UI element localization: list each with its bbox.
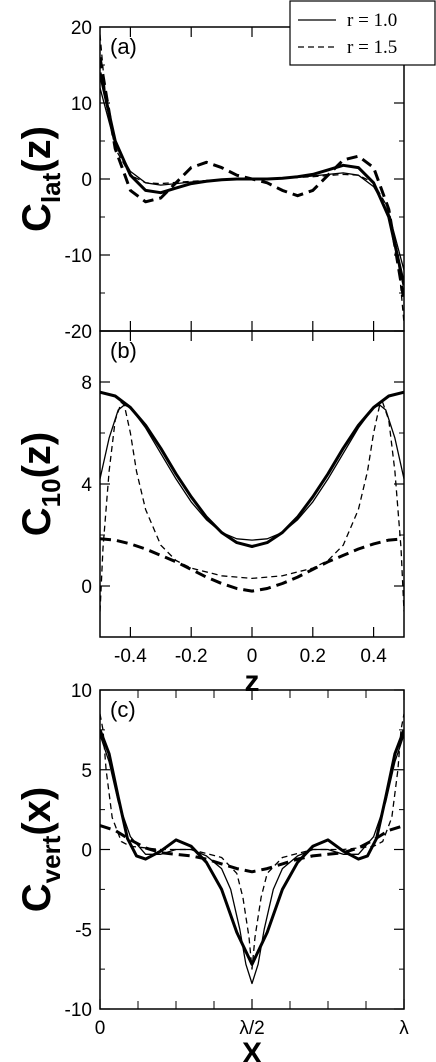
- series-group: [100, 390, 404, 612]
- panel-label: (c): [110, 697, 136, 722]
- y-tick-label: -10: [65, 246, 92, 267]
- y-axis-title: C10(z): [15, 432, 66, 536]
- panel-1: -20 -10 0 10 20 (a) Clat(z): [15, 18, 405, 343]
- panel-3: -10 -5 0 5 10 0 λ/2 λ (c) Cvert(x) X: [15, 681, 409, 1062]
- x-tick-label: -0.2: [175, 646, 208, 667]
- x-tick-label: 0.2: [300, 646, 326, 667]
- legend-label: r = 1.0: [347, 10, 397, 31]
- series-line-thick-solid: [100, 729, 404, 966]
- y-tick-label: 5: [81, 761, 92, 782]
- y-axis-title: Clat(z): [15, 126, 66, 232]
- y-tick-label: -20: [65, 322, 92, 343]
- series-line-thick-dashed: [100, 57, 404, 301]
- y-tick-label: -10: [65, 1000, 92, 1021]
- y-tick-label: 0: [81, 841, 92, 862]
- x-tick-label: -0.4: [114, 646, 147, 667]
- x-axis-title: X: [242, 1037, 262, 1062]
- x-tick-label: λ: [399, 1018, 409, 1039]
- x-tick-label: 0.4: [360, 646, 387, 667]
- y-tick-label: 10: [71, 681, 92, 702]
- y-axis-title: Cvert(x): [15, 787, 66, 912]
- series-line-thin-dashed: [100, 34, 404, 324]
- y-tick-label: -5: [75, 920, 92, 941]
- x-tick-label: 0: [95, 1018, 106, 1039]
- series-line-thin-solid: [100, 404, 404, 541]
- series-group: [100, 713, 404, 985]
- panel-2: 048-0.4 -0.2 0 0.2 0.4(b)C10(z)z: [15, 330, 405, 698]
- series-group: [100, 34, 404, 324]
- x-tick-label: 0: [247, 646, 258, 667]
- series-line-thick-dashed: [100, 824, 404, 874]
- y-tick-label: 0: [81, 577, 92, 598]
- series-line-thick-dashed: [100, 537, 404, 593]
- legend: r = 1.0 r = 1.5: [289, 0, 436, 66]
- y-tick-label: 10: [71, 94, 92, 115]
- x-tick-label: λ/2: [239, 1018, 264, 1039]
- panel-label: (a): [110, 34, 137, 59]
- y-tick-label: 20: [71, 18, 92, 39]
- series-line-thin-dashed: [100, 401, 404, 612]
- y-tick-label: 0: [81, 170, 92, 191]
- panel-label: (b): [110, 338, 137, 363]
- series-line-thick-solid: [100, 390, 404, 548]
- y-tick-label: 8: [81, 373, 92, 394]
- legend-label: r = 1.5: [347, 37, 397, 58]
- series-line-thin-solid: [100, 734, 404, 985]
- legend-box: [289, 0, 436, 66]
- y-tick-label: 4: [81, 475, 92, 496]
- series-line-thin-dashed: [100, 713, 404, 970]
